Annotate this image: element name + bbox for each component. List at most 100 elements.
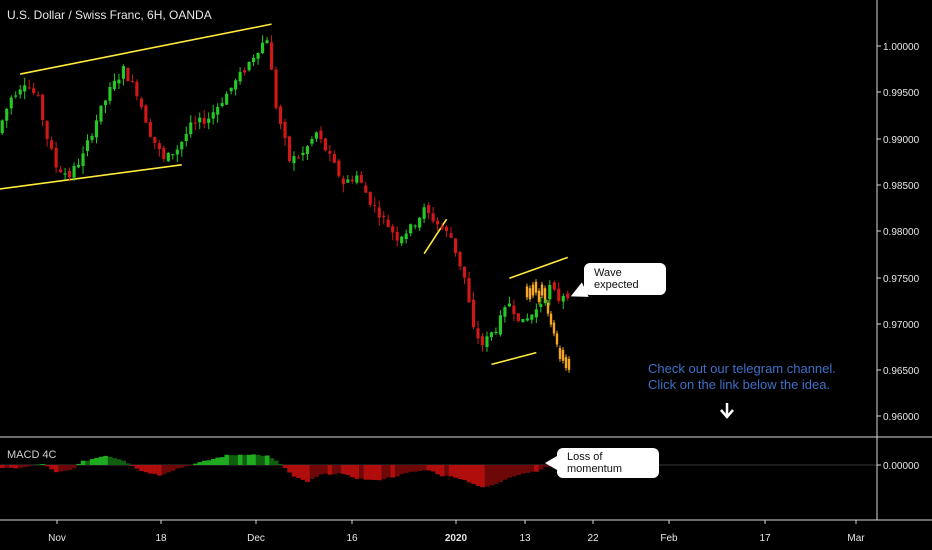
y-tick-label: 0.98000 bbox=[883, 227, 920, 238]
trendline-wedge-bottom bbox=[491, 351, 537, 366]
macd-bar bbox=[296, 465, 302, 479]
candle bbox=[45, 120, 49, 139]
macd-bar bbox=[233, 455, 239, 465]
candle bbox=[193, 122, 197, 124]
macd-bar bbox=[381, 465, 387, 480]
candle bbox=[494, 331, 498, 334]
macd-bar bbox=[417, 465, 423, 471]
candle bbox=[489, 332, 494, 338]
macd-bar bbox=[4, 465, 10, 468]
candle bbox=[260, 42, 265, 54]
candle bbox=[521, 319, 525, 323]
macd-bar bbox=[448, 465, 454, 477]
macd-bar bbox=[116, 459, 122, 465]
y-tick-label: 0.98500 bbox=[883, 181, 920, 192]
macd-bar bbox=[49, 465, 55, 470]
macd-bar bbox=[242, 455, 248, 465]
candle bbox=[265, 40, 269, 44]
candle bbox=[503, 307, 507, 317]
projection-candle bbox=[549, 313, 553, 325]
macd-bar bbox=[394, 465, 400, 477]
telegram-note: Check out our telegram channel. Click on… bbox=[648, 361, 836, 393]
trendline-channel-top bbox=[20, 23, 272, 75]
macd-bar bbox=[287, 465, 293, 473]
candle bbox=[431, 213, 435, 222]
macd-bar bbox=[435, 465, 441, 475]
projection-candle bbox=[555, 333, 559, 345]
candle bbox=[453, 238, 458, 253]
y-tick-label: 0.97000 bbox=[883, 320, 920, 331]
candle bbox=[67, 170, 72, 178]
macd-bar bbox=[430, 465, 436, 472]
candle bbox=[139, 98, 143, 108]
candle bbox=[534, 309, 538, 318]
macd-bar bbox=[98, 456, 104, 465]
candle bbox=[462, 266, 467, 278]
macd-bar bbox=[8, 465, 14, 468]
macd-bar bbox=[498, 465, 503, 483]
macd-bar bbox=[421, 465, 427, 471]
trendlines bbox=[0, 23, 569, 366]
macd-bar bbox=[85, 460, 91, 465]
candle bbox=[337, 160, 341, 176]
macd-bar bbox=[323, 465, 328, 474]
macd-bar bbox=[390, 465, 396, 478]
macd-bar bbox=[385, 465, 391, 478]
macd-bar bbox=[520, 465, 526, 474]
candle bbox=[449, 233, 453, 238]
projection-candle bbox=[564, 357, 568, 369]
y-tick-label: 0.97500 bbox=[883, 274, 920, 285]
macd-bar bbox=[152, 465, 158, 474]
wave-expected-callout: Wave expected bbox=[584, 263, 666, 295]
projection-candle bbox=[558, 348, 562, 359]
candle bbox=[23, 85, 27, 92]
candle bbox=[368, 192, 372, 205]
macd-bar bbox=[412, 465, 418, 472]
candle bbox=[117, 79, 121, 84]
macd-bar bbox=[246, 454, 252, 465]
candle bbox=[296, 157, 301, 159]
macd-bar bbox=[197, 462, 203, 465]
loss-of-momentum-callout: Loss of momentum bbox=[545, 448, 659, 478]
candle bbox=[480, 336, 485, 346]
projection-candle bbox=[525, 286, 529, 298]
candle bbox=[539, 304, 543, 307]
macd-bar bbox=[336, 465, 342, 474]
macd-bar bbox=[327, 465, 333, 475]
macd-bar bbox=[372, 465, 378, 480]
macd-bar bbox=[17, 465, 23, 468]
down-arrow-head bbox=[720, 409, 734, 419]
macd-bar bbox=[121, 460, 126, 465]
projection-candle bbox=[531, 284, 535, 296]
macd-bar bbox=[453, 465, 459, 478]
candle bbox=[440, 226, 444, 229]
macd-bar bbox=[273, 460, 279, 465]
macd-bar bbox=[341, 465, 346, 474]
candle bbox=[471, 299, 476, 328]
macd-bar bbox=[130, 465, 135, 467]
y-tick-label: 0.96000 bbox=[883, 412, 920, 423]
macd-bar bbox=[466, 465, 472, 483]
candle bbox=[467, 278, 471, 303]
candle bbox=[5, 108, 9, 121]
candle bbox=[476, 328, 480, 339]
projection-candle bbox=[552, 322, 556, 334]
candle bbox=[310, 138, 314, 144]
macd-bar bbox=[507, 465, 512, 478]
candle bbox=[301, 152, 305, 156]
macd-bar bbox=[170, 465, 176, 471]
macd-bar bbox=[71, 465, 77, 468]
macd-bar bbox=[161, 465, 167, 475]
macd-bar bbox=[534, 465, 539, 472]
macd-bar bbox=[300, 465, 306, 480]
y-tick-label: 1.00000 bbox=[883, 42, 920, 53]
candle bbox=[148, 122, 152, 137]
macd-bar bbox=[480, 465, 486, 488]
candle bbox=[314, 132, 318, 139]
macd-bar bbox=[399, 465, 405, 475]
macd-bar bbox=[260, 455, 266, 465]
projection-candle bbox=[561, 349, 565, 361]
candle bbox=[157, 143, 161, 150]
candle bbox=[153, 136, 157, 143]
